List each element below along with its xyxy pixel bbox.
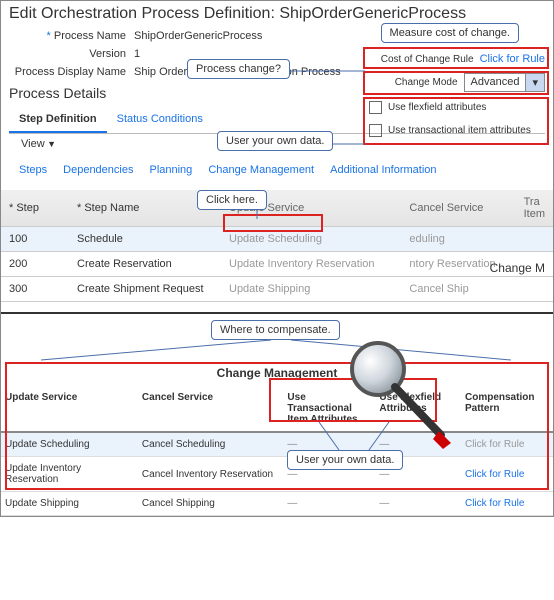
callout-measure: Measure cost of change.: [381, 23, 519, 43]
cell-txn-dash: —: [283, 492, 375, 516]
subtab-additional-info[interactable]: Additional Information: [324, 160, 442, 180]
redbox-checkboxes: [363, 97, 549, 145]
cell-step: 100: [1, 227, 69, 252]
callout-compensate: Where to compensate.: [211, 320, 340, 340]
cell-cancel2: Cancel Shipping: [138, 492, 283, 516]
subtab-dependencies[interactable]: Dependencies: [57, 160, 139, 180]
cell-update: Update Inventory Reservation: [221, 252, 401, 277]
subtab-change-management[interactable]: Change Management: [202, 160, 320, 180]
col-txn-item: Tra Item: [516, 190, 553, 227]
cell-step: 200: [1, 252, 69, 277]
version-value: 1: [134, 48, 140, 60]
version-label: Version: [9, 48, 134, 60]
cell-cancel: Cancel Ship: [401, 277, 515, 302]
cell-update: Update Shipping: [221, 277, 401, 302]
tab-step-definition[interactable]: Step Definition: [9, 107, 107, 133]
redbox-change-mgmt-tab: [223, 214, 323, 232]
process-name-label: Process Name: [9, 30, 134, 42]
callout-process-change: Process change?: [187, 59, 290, 79]
comp-link[interactable]: Click for Rule: [461, 492, 553, 516]
cell-name: Create Shipment Request: [69, 277, 221, 302]
table-row[interactable]: Update Shipping Cancel Shipping — — Clic…: [1, 492, 553, 516]
redbox-change-mode: [363, 71, 549, 95]
cell-step: 300: [1, 277, 69, 302]
cell-update2: Update Shipping: [1, 492, 138, 516]
cell-cancel: eduling: [401, 227, 515, 252]
tab-status-conditions[interactable]: Status Conditions: [107, 107, 213, 133]
change-section-label: Change M: [490, 261, 545, 275]
magnifier-icon: [343, 339, 463, 462]
callout-click-here: Click here.: [197, 190, 267, 210]
table-row[interactable]: 300 Create Shipment Request Update Shipp…: [1, 277, 553, 302]
col-cancel-service: Cancel Service: [401, 190, 515, 227]
subtab-planning[interactable]: Planning: [143, 160, 198, 180]
process-name-value: ShipOrderGenericProcess: [134, 30, 262, 42]
display-name-label: Process Display Name: [9, 66, 134, 78]
cell-flex-dash: —: [375, 492, 461, 516]
table-row[interactable]: 200 Create Reservation Update Inventory …: [1, 252, 553, 277]
callout-own-data: User your own data.: [217, 131, 333, 151]
redbox-cost-rule: [363, 47, 549, 69]
col-step: * Step: [1, 190, 69, 227]
cell-name: Schedule: [69, 227, 221, 252]
subtab-steps[interactable]: Steps: [13, 160, 53, 180]
cell-name: Create Reservation: [69, 252, 221, 277]
steps-table: * Step * Step Name Update Service Cancel…: [1, 190, 553, 302]
